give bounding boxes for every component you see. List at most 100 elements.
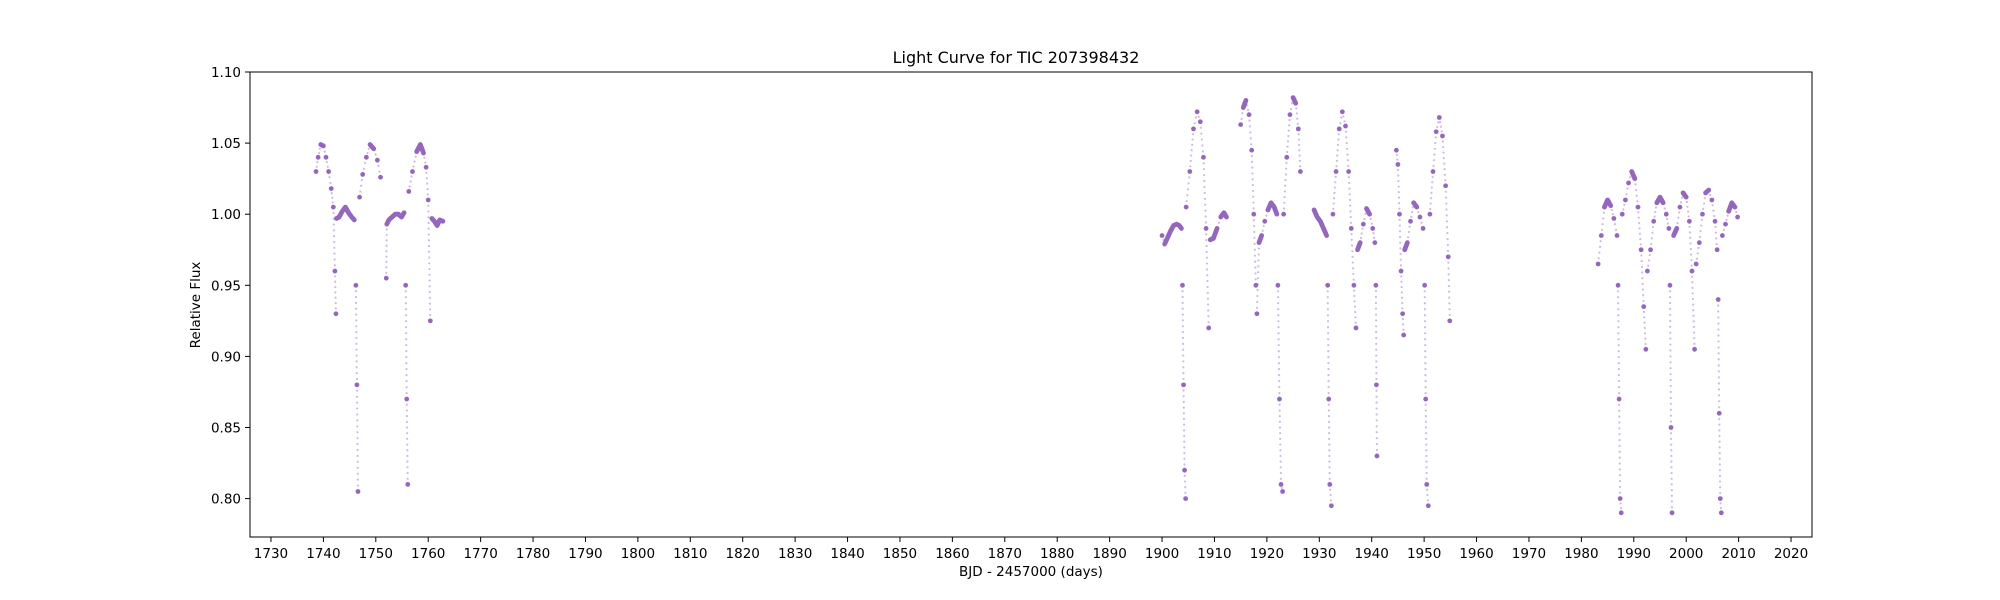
data-point — [1424, 420, 1428, 423]
data-point — [1298, 143, 1301, 146]
data-point — [1424, 362, 1427, 365]
data-point — [413, 160, 416, 163]
data-point — [1668, 425, 1674, 430]
data-point — [1723, 221, 1728, 227]
data-point — [1275, 282, 1281, 288]
data-point — [428, 285, 431, 288]
data-point — [1359, 236, 1363, 240]
data-point — [1713, 214, 1716, 218]
data-point — [1715, 297, 1721, 302]
data-point — [1298, 149, 1301, 152]
data-point — [1400, 311, 1406, 317]
data-point — [1669, 408, 1672, 411]
data-point — [1278, 426, 1282, 429]
data-point — [1401, 301, 1404, 305]
data-point — [1698, 235, 1702, 239]
data-point — [1650, 237, 1653, 240]
data-point — [1641, 277, 1644, 280]
data-point — [1425, 471, 1428, 475]
x-tick-label: 1760 — [411, 546, 445, 562]
data-point — [1295, 126, 1301, 132]
data-point — [333, 275, 337, 278]
data-point — [1179, 226, 1184, 231]
data-point — [1374, 307, 1378, 310]
data-point — [1446, 249, 1450, 253]
data-point — [1285, 161, 1288, 165]
data-point — [1404, 240, 1410, 246]
data-point — [1666, 217, 1669, 221]
data-point — [401, 210, 407, 216]
data-point — [1670, 460, 1673, 463]
data-point — [374, 153, 377, 156]
data-point — [1626, 180, 1631, 186]
data-point — [1277, 362, 1281, 365]
data-point — [1241, 112, 1244, 115]
data-point — [1190, 149, 1193, 152]
data-point — [1424, 380, 1427, 383]
data-point — [333, 240, 336, 244]
data-point — [326, 169, 332, 174]
data-point — [1434, 136, 1437, 139]
data-point — [1278, 391, 1281, 395]
data-point — [410, 175, 413, 178]
data-point — [1333, 191, 1336, 194]
data-point — [333, 311, 339, 317]
data-point — [1252, 201, 1255, 204]
data-point — [385, 266, 388, 269]
data-point — [424, 161, 427, 164]
data-point — [1349, 204, 1352, 207]
data-point — [1666, 226, 1672, 231]
data-point — [405, 409, 408, 412]
data-point — [1345, 147, 1349, 150]
data-point — [1669, 384, 1672, 388]
data-point — [1375, 354, 1378, 357]
data-point — [1638, 221, 1641, 225]
data-point — [1717, 376, 1720, 379]
data-point — [360, 171, 366, 177]
data-point — [1432, 164, 1435, 167]
data-point — [1595, 261, 1601, 267]
data-point — [1251, 172, 1254, 175]
data-point — [355, 348, 358, 351]
data-point — [1617, 356, 1620, 359]
data-point — [331, 201, 334, 204]
data-point — [385, 255, 388, 258]
data-point — [1709, 193, 1712, 197]
y-tick-label: 1.00 — [211, 207, 241, 223]
data-point — [1182, 395, 1185, 398]
data-point — [1691, 281, 1694, 284]
data-point — [351, 217, 357, 223]
data-point — [1351, 255, 1354, 258]
data-point — [429, 314, 432, 317]
plot-frame — [249, 71, 1813, 538]
data-point — [1351, 250, 1354, 253]
data-point — [1399, 247, 1402, 250]
data-point — [1187, 169, 1193, 174]
data-point — [1442, 145, 1445, 149]
data-point — [1328, 454, 1331, 458]
data-point — [1424, 350, 1427, 353]
data-point — [1349, 210, 1352, 213]
data-point — [1204, 209, 1207, 212]
data-point — [1191, 138, 1194, 141]
y-tick-label: 0.85 — [211, 421, 241, 437]
data-point — [1714, 247, 1720, 253]
data-point — [1353, 289, 1356, 292]
data-point — [1203, 185, 1206, 189]
data-point — [1328, 449, 1331, 452]
data-point — [1692, 309, 1695, 312]
data-point — [1689, 253, 1693, 256]
data-point — [1278, 403, 1281, 406]
data-point — [1186, 188, 1190, 191]
data-point — [1444, 190, 1447, 193]
data-point — [1182, 360, 1185, 363]
data-point — [1445, 202, 1448, 205]
data-point — [354, 301, 358, 304]
data-point — [1617, 302, 1620, 305]
x-tick-label: 1900 — [1145, 546, 1179, 562]
data-point — [1375, 342, 1378, 345]
data-point — [356, 401, 359, 404]
data-point — [1446, 232, 1449, 235]
data-point — [1669, 319, 1672, 322]
data-point — [1719, 502, 1722, 505]
